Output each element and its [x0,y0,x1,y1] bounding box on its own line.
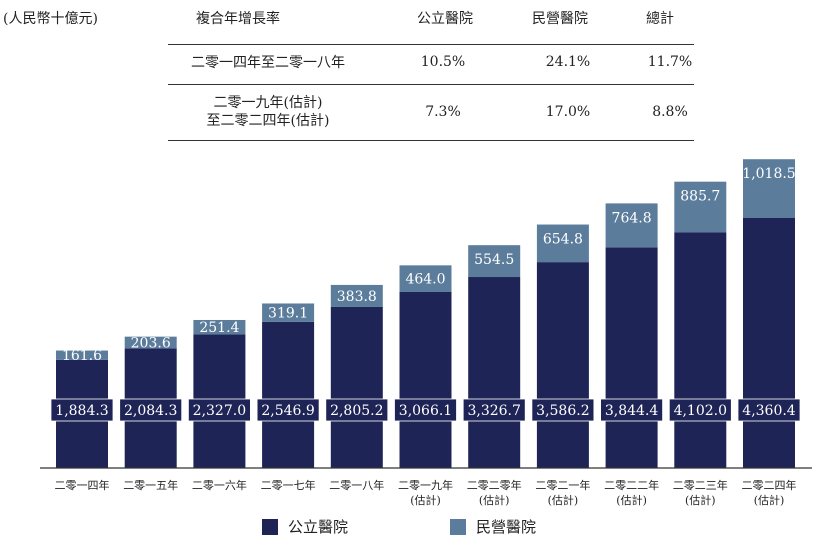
data-label-public: 4,102.0 [674,403,727,419]
x-tick-label: (估計) [410,493,441,507]
legend-public-swatch [262,518,278,535]
cagr-header: 複合年增長率 [196,11,280,27]
data-label-private: 554.5 [474,252,514,268]
data-label-public: 3,066.1 [399,403,452,419]
bar-private [262,303,315,322]
private-hospital-header: 民營醫院 [532,11,588,27]
data-label-private: 383.8 [337,289,377,305]
legend-private: 民營醫院 [450,516,536,537]
data-label-private: 464.0 [405,272,445,288]
data-label-public: 3,586.2 [536,403,589,419]
legend-public: 公立醫院 [262,516,348,537]
x-tick-label: 二零一五年 [123,478,178,492]
x-tick-label: 二零一四年 [55,478,110,492]
bar-private [124,336,177,349]
x-tick-label: (估計) [685,493,716,507]
bar-public [330,306,383,468]
public-hospital-header: 公立醫院 [417,11,473,27]
legend-private-label: 民營醫院 [476,518,537,536]
x-tick-label: (估計) [548,493,579,507]
x-tick-label: 二零一七年 [261,478,316,492]
data-label-public: 2,546.9 [261,403,314,419]
bar-public [399,291,452,468]
data-label-public: 2,084.3 [124,403,177,419]
data-label-private: 203.6 [131,336,171,352]
data-label-private: 161.6 [62,348,102,364]
bar-public [262,321,315,468]
data-label-public-box [531,398,595,422]
x-tick-label: 二零二二年 [604,478,659,492]
x-tick-label: 二零二一年 [535,478,590,492]
x-tick-label: 二零二四年 [742,478,797,492]
x-tick-label: (估計) [479,493,510,507]
data-label-public-box [325,398,389,422]
cagr-row-1-public: 10.5% [420,54,466,70]
data-label-public: 1,884.3 [55,403,108,419]
data-label-private: 319.1 [268,306,308,322]
cagr-row-1-private: 24.1% [545,54,591,70]
data-label-public-box [600,398,663,422]
table-mid-rule [168,84,694,85]
x-tick-label: 二零一八年 [329,478,384,492]
data-label-private: 251.4 [199,320,239,336]
bar-private [330,284,383,307]
data-label-private: 654.8 [543,232,583,248]
stacked-bar-chart: 1,884.3 161.6 二零一四年 2,084.3 203.6 二零一五年 2,327.… [40,159,812,507]
data-label-public: 2,805.2 [330,403,383,419]
bar-private [193,319,246,335]
cagr-row-1-label: 二零一四年至二零一八年 [191,55,345,71]
bar-private [399,265,452,292]
bar-private [536,224,589,263]
x-tick-label: 二零二三年 [673,478,728,492]
table-top-rule [168,44,694,45]
data-label-public-box [737,398,801,422]
cagr-row-2-label-line-1: 二零一九年(估計) [213,95,323,111]
x-tick-label: (估計) [754,493,785,507]
legend-private-swatch [450,518,466,535]
x-tick-label: (估計) [616,493,647,507]
data-label-public-box [256,398,320,422]
bar-public [536,262,589,468]
data-label-public-box [394,398,457,422]
x-tick-label: 二零一六年 [192,478,247,492]
data-label-public: 4,360.4 [742,403,796,419]
bar-private [56,350,108,360]
bar-public [674,232,727,468]
data-label-private: 1,018.5 [742,166,795,182]
data-label-public: 3,326.7 [467,403,520,419]
data-label-public: 2,327.0 [193,403,246,419]
cagr-row-2-total: 8.8% [652,104,688,120]
bar-public [605,247,658,468]
data-label-public: 3,844.4 [605,403,659,419]
x-tick-label: 二零二零年 [467,478,522,492]
data-label-public-box [462,398,526,422]
cagr-row-2-label-line-2: 至二零二四年(估計) [206,113,330,129]
x-tick-label: 二零一九年 [398,478,453,492]
cagr-row-2-public: 7.3% [425,104,461,120]
table-bottom-rule [168,140,694,141]
bar-private [674,181,727,233]
bar-private [605,203,658,248]
total-header: 總計 [646,11,674,27]
data-label-public-box [668,398,732,422]
legend-public-label: 公立醫院 [288,518,349,536]
data-label-public-box [187,398,251,422]
cagr-row-2-private: 17.0% [545,104,591,120]
bar-public [468,277,521,468]
data-label-private: 885.7 [680,189,720,205]
bar-private [468,245,521,278]
data-label-public-box [119,398,183,422]
data-label-private: 764.8 [612,210,652,226]
bar-public [743,217,795,468]
bar-private [743,159,795,218]
data-label-public-box [50,398,114,422]
unit-label: (人民幣十億元) [3,11,98,27]
cagr-row-1-total: 11.7% [647,54,693,70]
